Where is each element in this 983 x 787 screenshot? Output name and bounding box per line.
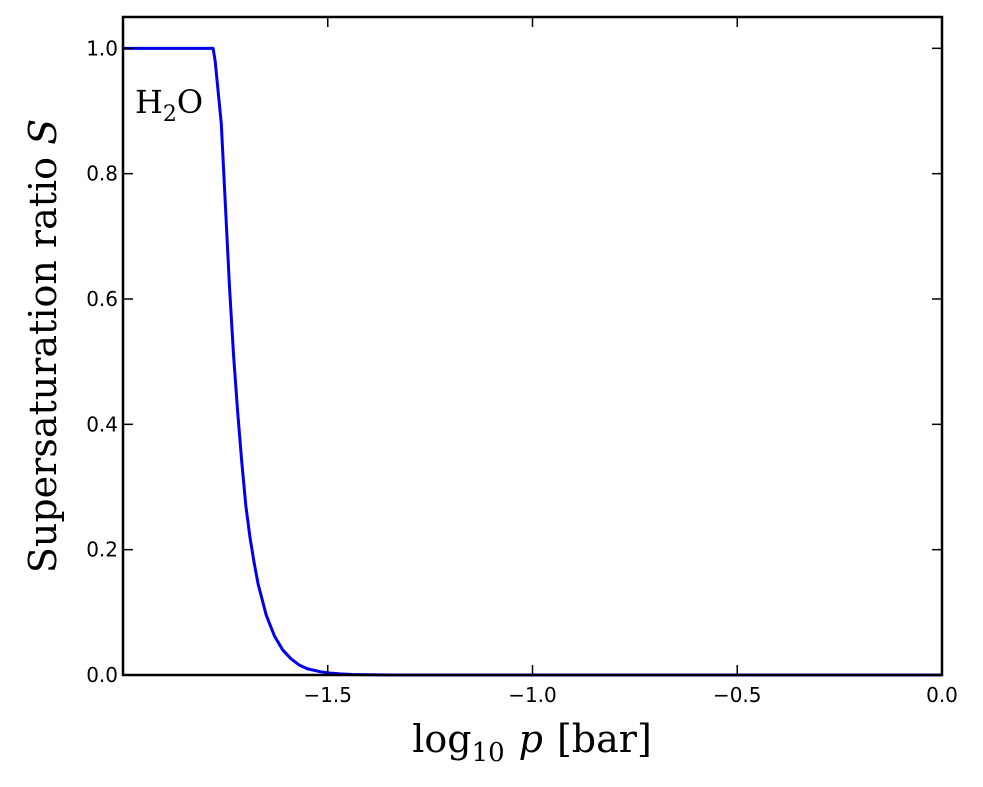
annotation-main: H: [135, 83, 163, 121]
plot-frame: [121, 15, 944, 677]
y-tick-label: 0.4: [86, 412, 118, 436]
y-tick-label: 0.0: [86, 663, 118, 687]
x-axis-log-subscript: 10: [472, 738, 505, 768]
x-tick-label: −1.0: [508, 683, 557, 707]
x-axis-variable: p: [519, 717, 543, 761]
series-line-0: [123, 46, 942, 677]
ticks-layer: −1.5 −1.0 −0.5 0.0 0.0 0.2 0.4 0.6 0.8 1.0: [86, 17, 958, 707]
y-tick-label: 1.0: [86, 36, 118, 60]
y-axis-text: Supersaturation ratio: [21, 145, 65, 573]
annotation-subscript: 2: [163, 102, 177, 127]
series-layer: [123, 46, 942, 677]
x-axis-unit: [bar]: [557, 717, 652, 761]
h2o-annotation: H2O: [135, 83, 203, 127]
y-tick-label: 0.2: [86, 538, 118, 562]
x-axis-log: log: [412, 717, 471, 761]
x-tick-label: 0.0: [926, 683, 958, 707]
y-tick-label: 0.6: [86, 287, 118, 311]
x-tick-label: −1.5: [303, 683, 352, 707]
y-axis-title: Supersaturation ratio S: [21, 119, 65, 573]
x-tick-label: −0.5: [713, 683, 762, 707]
annotation-rest: O: [177, 83, 203, 121]
y-tick-label: 0.8: [86, 162, 118, 186]
x-axis-title: log10 p [bar]: [412, 717, 652, 768]
y-axis-variable: S: [21, 119, 65, 145]
